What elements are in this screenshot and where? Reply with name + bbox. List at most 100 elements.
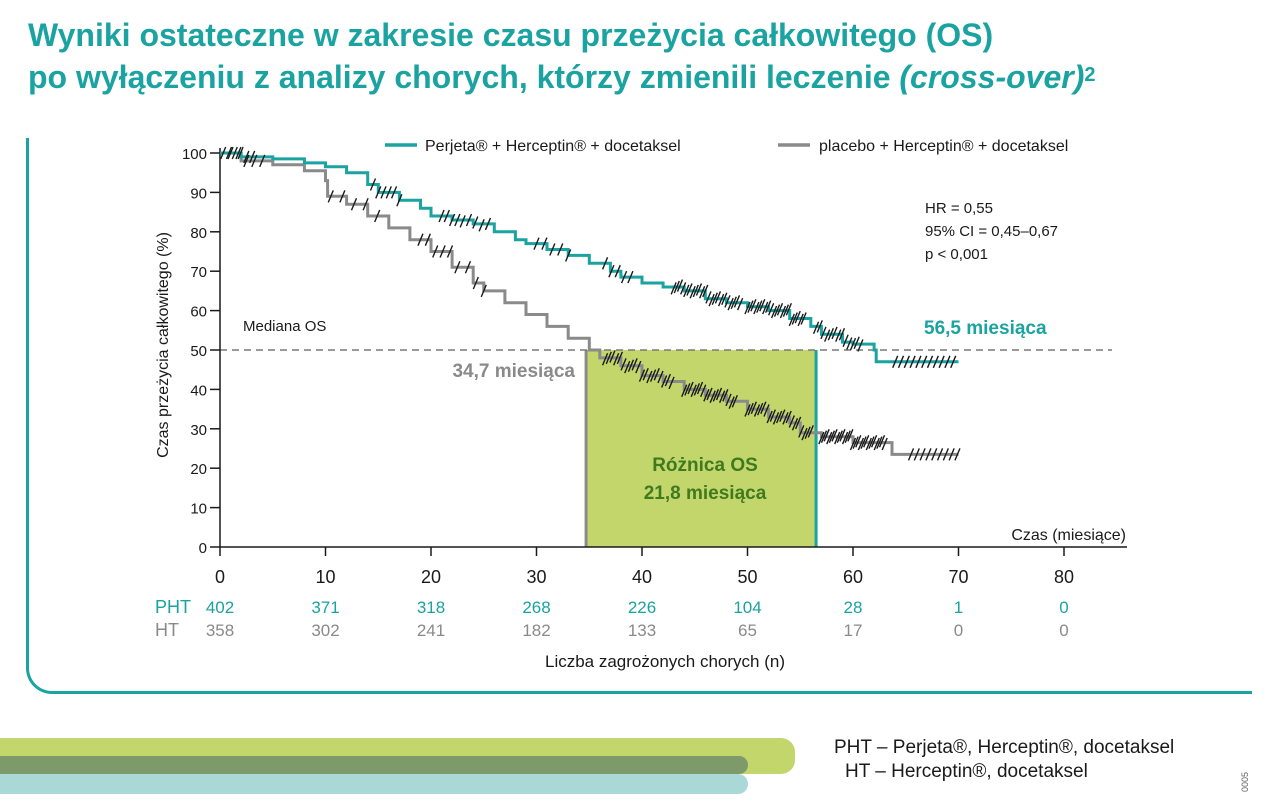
censor-mark-pht — [533, 237, 540, 250]
censor-mark-pht — [938, 355, 945, 369]
censor-mark-pht — [831, 326, 838, 340]
censor-mark-ht — [807, 425, 814, 438]
censor-mark-ht — [613, 352, 620, 366]
censor-mark-ht — [744, 404, 751, 417]
censor-mark-ht — [834, 431, 841, 445]
censor-mark-ht — [653, 367, 660, 381]
censor-mark-pht — [627, 270, 634, 284]
censor-mark-ht — [747, 402, 754, 416]
x-tick-label: 30 — [526, 567, 546, 587]
censor-mark-pht — [225, 146, 233, 160]
censor-mark-pht — [773, 304, 781, 317]
censor-mark-pht — [842, 334, 849, 348]
censor-mark-ht — [620, 358, 627, 371]
censor-mark-ht — [798, 425, 805, 438]
censor-mark-pht — [926, 355, 934, 369]
censor-mark-ht — [785, 410, 792, 424]
censor-mark-ht — [251, 154, 258, 168]
censor-mark-pht — [375, 186, 382, 199]
censor-mark-pht — [788, 313, 795, 327]
censor-mark-ht — [728, 396, 735, 409]
censor-mark-ht — [831, 429, 838, 442]
footnote: PHT – Perjeta®, Herceptin®, docetaksel H… — [834, 736, 1174, 784]
censor-mark-ht — [627, 359, 635, 373]
censor-mark-ht — [719, 390, 726, 403]
censor-mark-pht — [733, 295, 741, 308]
censor-mark-pht — [750, 299, 757, 312]
censor-mark-pht — [717, 293, 725, 307]
censor-mark-ht — [696, 381, 704, 395]
censor-mark-ht — [616, 351, 623, 365]
censor-mark-pht — [776, 302, 784, 316]
censor-mark-pht — [779, 305, 787, 319]
censor-mark-pht — [683, 284, 690, 298]
censor-mark-ht — [881, 437, 888, 451]
censor-mark-pht — [380, 186, 387, 199]
risk-value-ht: 358 — [206, 621, 234, 640]
censor-mark-ht — [791, 417, 799, 431]
risk-value-ht: 65 — [738, 621, 757, 640]
censor-mark-ht — [731, 394, 738, 408]
censor-mark-ht — [687, 381, 694, 395]
censor-mark-ht — [703, 389, 710, 402]
censor-mark-ht — [709, 390, 716, 403]
censor-mark-pht — [756, 300, 763, 313]
censor-mark-ht — [839, 429, 846, 442]
x-tick-label: 60 — [843, 567, 863, 587]
censor-mark-pht — [853, 336, 860, 349]
censor-mark-ht — [601, 352, 609, 366]
censor-mark-pht — [243, 150, 250, 164]
censor-mark-ht — [844, 430, 851, 443]
censor-mark-ht — [753, 404, 761, 417]
censor-mark-ht — [801, 427, 808, 441]
censor-mark-ht — [818, 431, 825, 445]
censor-mark-ht — [868, 436, 875, 449]
censor-mark-ht — [464, 260, 472, 274]
censor-mark-ht — [646, 370, 653, 384]
censor-mark-ht — [605, 351, 612, 365]
difference-label-1: Różnica OS — [652, 455, 758, 476]
censor-mark-pht — [824, 329, 831, 342]
censor-mark-pht — [448, 213, 456, 227]
censor-mark-pht — [711, 292, 718, 306]
censor-mark-pht — [369, 178, 377, 191]
title-line-2-text: po wyłączeniu z analizy chorych, którzy … — [28, 59, 900, 95]
censor-mark-pht — [614, 264, 621, 278]
censor-mark-ht — [760, 401, 767, 414]
censor-mark-ht — [227, 146, 234, 160]
censor-mark-pht — [686, 283, 693, 296]
y-tick-label: 100 — [182, 146, 207, 163]
censor-mark-pht — [794, 310, 801, 324]
censor-mark-ht — [772, 412, 780, 425]
median-label-pht: 56,5 miesiąca — [924, 318, 1047, 339]
censor-mark-ht — [374, 209, 381, 223]
censor-mark-pht — [601, 257, 609, 270]
censor-mark-ht — [820, 430, 828, 443]
censor-mark-ht — [750, 401, 757, 414]
censor-mark-ht — [681, 384, 688, 398]
censor-mark-ht — [828, 430, 836, 443]
censor-mark-pht — [944, 355, 951, 369]
censor-mark-ht — [849, 437, 857, 451]
censor-mark-ht — [350, 197, 358, 211]
censor-mark-pht — [903, 355, 910, 369]
censor-mark-pht — [846, 337, 853, 350]
censor-mark-ht — [725, 393, 732, 407]
censor-mark-pht — [753, 301, 760, 315]
censor-mark-pht — [730, 296, 737, 309]
stat-hr: HR = 0,55 — [925, 200, 993, 217]
censor-mark-pht — [736, 297, 744, 311]
censor-mark-ht — [954, 448, 961, 461]
censor-mark-pht — [797, 313, 804, 327]
censor-mark-ht — [873, 437, 880, 451]
censor-mark-pht — [220, 146, 227, 160]
x-tick-label: 20 — [421, 567, 441, 587]
censor-mark-ht — [657, 370, 664, 384]
censor-mark-ht — [841, 431, 849, 445]
censor-mark-ht — [661, 375, 668, 388]
title-line-2-italic: (cross-over) — [899, 59, 1085, 95]
censor-mark-pht — [909, 355, 916, 369]
y-tick-label: 20 — [190, 461, 207, 478]
y-tick-label: 10 — [190, 501, 207, 518]
